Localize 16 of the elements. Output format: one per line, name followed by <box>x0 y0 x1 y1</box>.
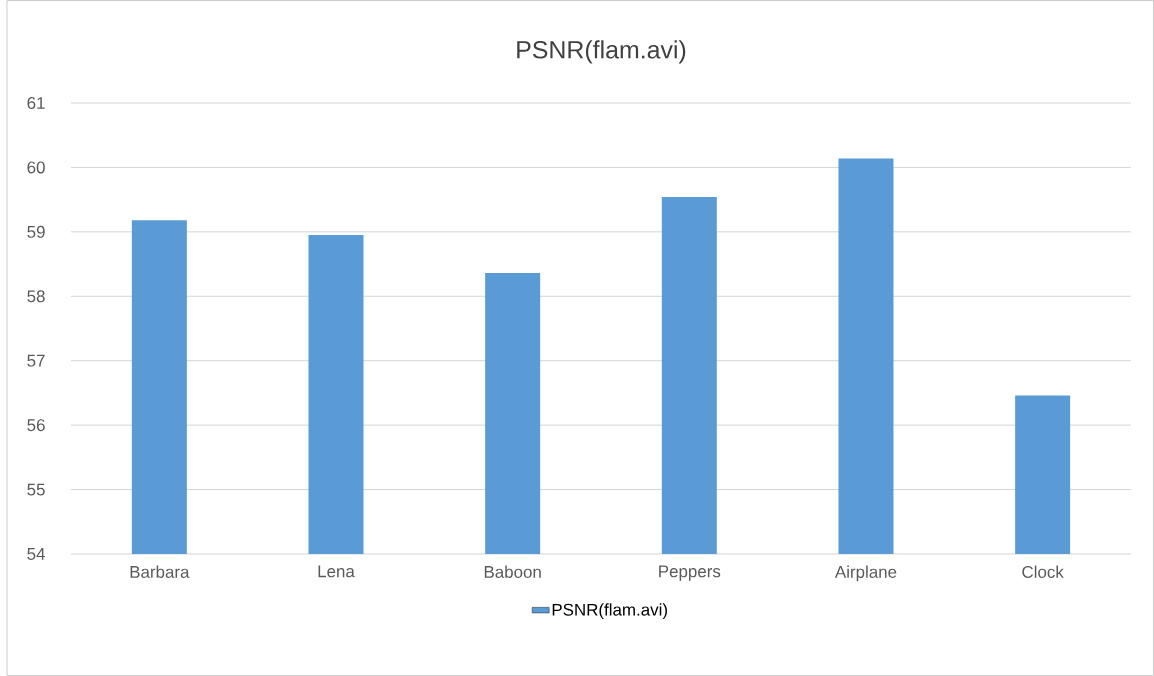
x-tick-label: Clock <box>1022 565 1064 578</box>
x-tick-label: Barbara <box>130 565 190 578</box>
x-tick-label: Baboon <box>484 565 541 578</box>
x-tick-label: Lena <box>318 565 355 578</box>
y-tick-label: 59 <box>27 225 45 238</box>
x-tick-label: Peppers <box>659 565 721 581</box>
y-tick-label: 56 <box>27 419 45 432</box>
y-tick-label: 57 <box>27 354 45 367</box>
chart-title: PSNR(flam.avi) <box>517 40 686 64</box>
y-tick-label: 55 <box>27 483 45 496</box>
y-tick-label: 58 <box>27 290 45 303</box>
legend-label: PSNR(flam.avi) <box>552 603 667 620</box>
y-tick-label: 54 <box>27 548 45 560</box>
y-tick-label: 60 <box>27 161 45 174</box>
x-tick-label: Airplane <box>834 565 897 582</box>
y-tick-label: 61 <box>27 96 45 109</box>
